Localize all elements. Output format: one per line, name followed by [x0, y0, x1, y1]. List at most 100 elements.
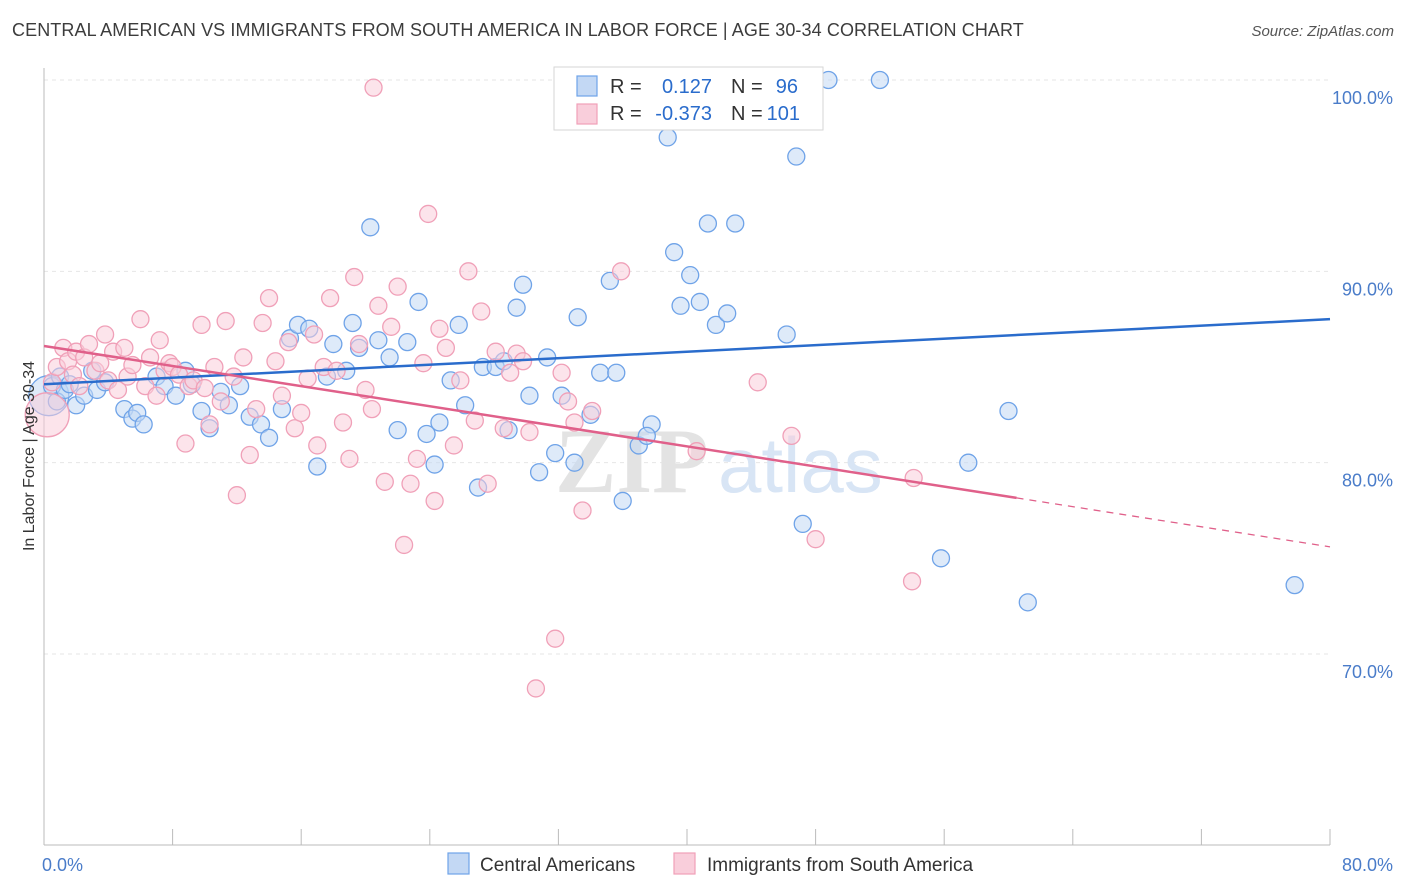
point-0-43 [409, 292, 428, 312]
point-1-58 [349, 334, 369, 354]
point-1-80 [494, 419, 513, 438]
point-1-36 [216, 311, 235, 331]
y-tick-label-80: 80.0% [1342, 471, 1393, 491]
point-1-67 [407, 449, 427, 468]
point-1-59 [356, 380, 375, 400]
point-1-81 [501, 363, 520, 382]
point-0-27 [259, 428, 279, 447]
point-1-91 [583, 401, 602, 421]
legend-r-label-0: R = [610, 76, 642, 98]
point-0-78 [698, 214, 718, 233]
point-1-55 [333, 413, 353, 432]
point-1-56 [340, 449, 359, 468]
point-1-79 [486, 342, 505, 361]
point-0-76 [681, 266, 700, 285]
point-1-63 [382, 317, 401, 336]
point-1-70 [425, 491, 444, 511]
point-1-22 [147, 386, 166, 405]
trend-line-dashed-1 [1016, 497, 1331, 548]
point-1-75 [459, 262, 478, 281]
point-1-44 [266, 352, 285, 371]
point-1-97 [902, 572, 922, 591]
point-1-78 [478, 474, 497, 493]
point-1-95 [782, 426, 801, 446]
point-0-20 [192, 401, 211, 421]
point-0-14 [134, 415, 153, 434]
legend-top-box [553, 66, 824, 131]
point-1-50 [304, 325, 324, 344]
point-0-34 [324, 334, 343, 354]
point-1-68 [414, 354, 433, 373]
series-central-americans [28, 70, 1304, 612]
point-0-85 [787, 147, 806, 166]
point-1-77 [472, 302, 491, 321]
point-1-92 [611, 262, 631, 281]
point-0-74 [664, 243, 684, 262]
point-0-75 [671, 296, 690, 315]
legend-r-label-1: R = [610, 103, 642, 125]
point-0-17 [166, 386, 185, 405]
x-tick-label-max: 80.0% [1342, 855, 1393, 875]
point-1-85 [526, 679, 546, 698]
point-1-43 [259, 288, 279, 308]
legend-top: R = 0.127 N = 96 R = -0.373 N = 101 [553, 66, 824, 131]
legend-n-label-1: N = [731, 103, 763, 125]
y-tick-label-90: 90.0% [1342, 279, 1393, 299]
point-0-56 [513, 275, 533, 294]
point-1-47 [285, 419, 304, 438]
point-1-61 [369, 296, 388, 315]
point-1-87 [552, 363, 571, 382]
legend-r-value-0: 0.127 [662, 76, 712, 98]
legend-swatch-blue [576, 75, 598, 97]
point-1-62 [375, 472, 394, 491]
point-1-19 [131, 310, 150, 329]
legend-n-label-0: N = [731, 76, 763, 98]
point-1-12 [95, 325, 115, 344]
point-1-60 [362, 399, 382, 419]
point-0-55 [507, 298, 526, 317]
point-1-73 [444, 436, 464, 455]
point-0-65 [591, 363, 610, 382]
point-1-88 [558, 392, 578, 411]
point-0-40 [380, 348, 399, 367]
point-1-49 [298, 369, 317, 388]
x-tick-label-min: 0.0% [42, 855, 83, 875]
legend-n-value-0: 96 [776, 76, 798, 98]
point-1-93 [687, 442, 706, 461]
point-1-72 [436, 338, 456, 358]
y-tick-label-70: 70.0% [1342, 662, 1393, 682]
legend-bottom: Central Americans Immigrants from South … [447, 852, 974, 876]
legend-n-value-1: 101 [767, 103, 800, 125]
point-1-53 [320, 288, 340, 308]
point-0-84 [777, 325, 796, 344]
point-1-65 [394, 535, 414, 555]
point-0-44 [417, 424, 436, 444]
point-1-33 [200, 415, 219, 434]
point-1-9 [79, 334, 99, 354]
point-0-67 [607, 363, 626, 382]
point-1-66 [401, 474, 420, 493]
point-0-41 [388, 420, 407, 440]
point-1-86 [546, 629, 565, 648]
point-0-91 [999, 401, 1018, 421]
legend-bottom-swatch-pink [673, 852, 696, 875]
point-0-90 [959, 453, 978, 472]
point-0-48 [449, 315, 468, 335]
point-0-63 [568, 308, 587, 327]
source-label: Source: ZipAtlas.com [1251, 23, 1394, 40]
point-0-62 [565, 453, 584, 472]
point-0-38 [361, 218, 380, 237]
point-1-46 [279, 332, 298, 352]
y-tick-labels: 70.0% 80.0% 90.0% 100.0% [1332, 88, 1393, 682]
point-1-69 [419, 204, 438, 224]
point-0-88 [870, 70, 890, 90]
point-1-23 [150, 331, 169, 350]
point-0-57 [520, 386, 539, 405]
point-0-32 [308, 457, 327, 476]
point-1-7 [70, 376, 89, 396]
point-0-60 [546, 443, 565, 463]
point-1-39 [234, 348, 253, 367]
trend-line-0 [43, 317, 1331, 386]
point-0-89 [931, 549, 951, 568]
